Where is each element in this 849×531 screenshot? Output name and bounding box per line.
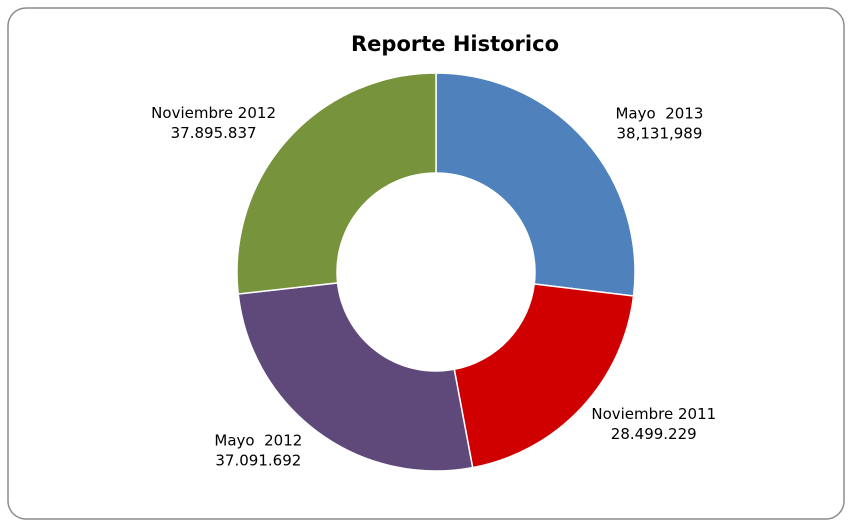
slice-value: 38,131,989 <box>617 125 703 143</box>
slice-value: 28.499.229 <box>611 425 697 443</box>
donut-segment <box>435 72 636 297</box>
slice-value: 37.895.837 <box>171 124 257 142</box>
slice-label: Noviembre 2012 <box>151 104 276 122</box>
donut-segment <box>236 72 437 295</box>
slice-label: Mayo 2013 <box>615 105 703 123</box>
slice-label: Mayo 2012 <box>214 432 302 450</box>
donut-segment <box>453 283 635 469</box>
chart-title: Reporte Historico <box>351 32 559 56</box>
donut-segment <box>237 282 474 472</box>
slice-value: 37.091.692 <box>215 452 301 470</box>
slice-label: Noviembre 2011 <box>591 405 716 423</box>
chart-border <box>7 7 845 520</box>
